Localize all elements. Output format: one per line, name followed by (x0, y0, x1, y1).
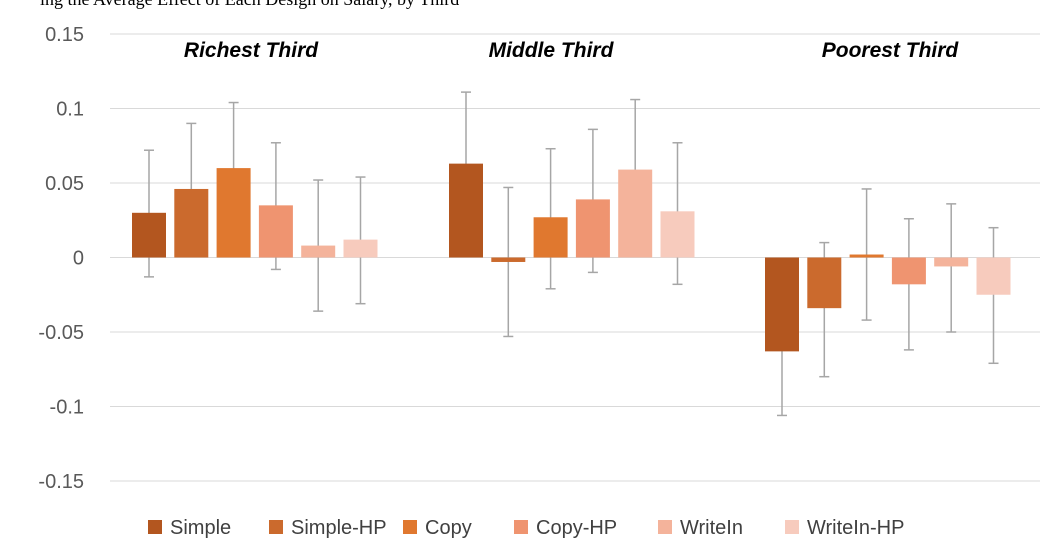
legend: Simple Simple-HP Copy Copy-HP WriteIn WriteIn… (148, 517, 904, 539)
bar (660, 211, 695, 258)
y-tick-label: 0.1 (56, 99, 84, 121)
legend-label: WriteIn-HP (807, 517, 904, 539)
legend-label: Simple-HP (291, 517, 387, 539)
bar (216, 168, 251, 258)
legend-label: Copy-HP (536, 517, 617, 539)
y-tick-label: -0.15 (38, 471, 84, 493)
y-tick-label: 0.15 (45, 24, 84, 46)
bar (849, 254, 884, 258)
bar (807, 257, 842, 309)
legend-swatch (269, 520, 283, 534)
bar (765, 257, 799, 352)
bar (301, 245, 336, 258)
bar (343, 239, 378, 258)
bar (449, 163, 483, 258)
y-tick-label: 0.05 (45, 173, 84, 195)
legend-swatch (148, 520, 162, 534)
bar (258, 205, 293, 258)
legend-swatch (785, 520, 799, 534)
group-title: Middle Third (489, 39, 615, 62)
legend-swatch (403, 520, 417, 534)
caption-fragment: ing the Average Effect of Each Design on… (40, 0, 1040, 10)
bar (132, 212, 166, 258)
legend-label: WriteIn (680, 517, 743, 539)
legend-label: Copy (425, 517, 472, 539)
y-tick-label: 0 (73, 248, 84, 270)
bars (132, 163, 1011, 352)
bar (575, 199, 610, 258)
bar (491, 257, 526, 262)
legend-swatch (658, 520, 672, 534)
y-tick-label: -0.1 (50, 397, 84, 419)
bar (891, 257, 926, 285)
y-axis-tick-labels: 0.15 0.1 0.05 0 -0.05 -0.1 -0.15 (38, 24, 84, 493)
bar (533, 217, 568, 258)
y-tick-label: -0.05 (38, 322, 84, 344)
legend-swatch (514, 520, 528, 534)
group-title: Richest Third (184, 39, 319, 62)
legend-label: Simple (170, 517, 231, 539)
bar (174, 188, 209, 258)
bar (934, 257, 969, 267)
bar (618, 169, 653, 258)
bar (976, 257, 1011, 295)
group-title: Poorest Third (822, 39, 960, 62)
group-titles: Richest Third Middle Third Poorest Third (184, 39, 960, 62)
gridlines (110, 33, 1040, 482)
